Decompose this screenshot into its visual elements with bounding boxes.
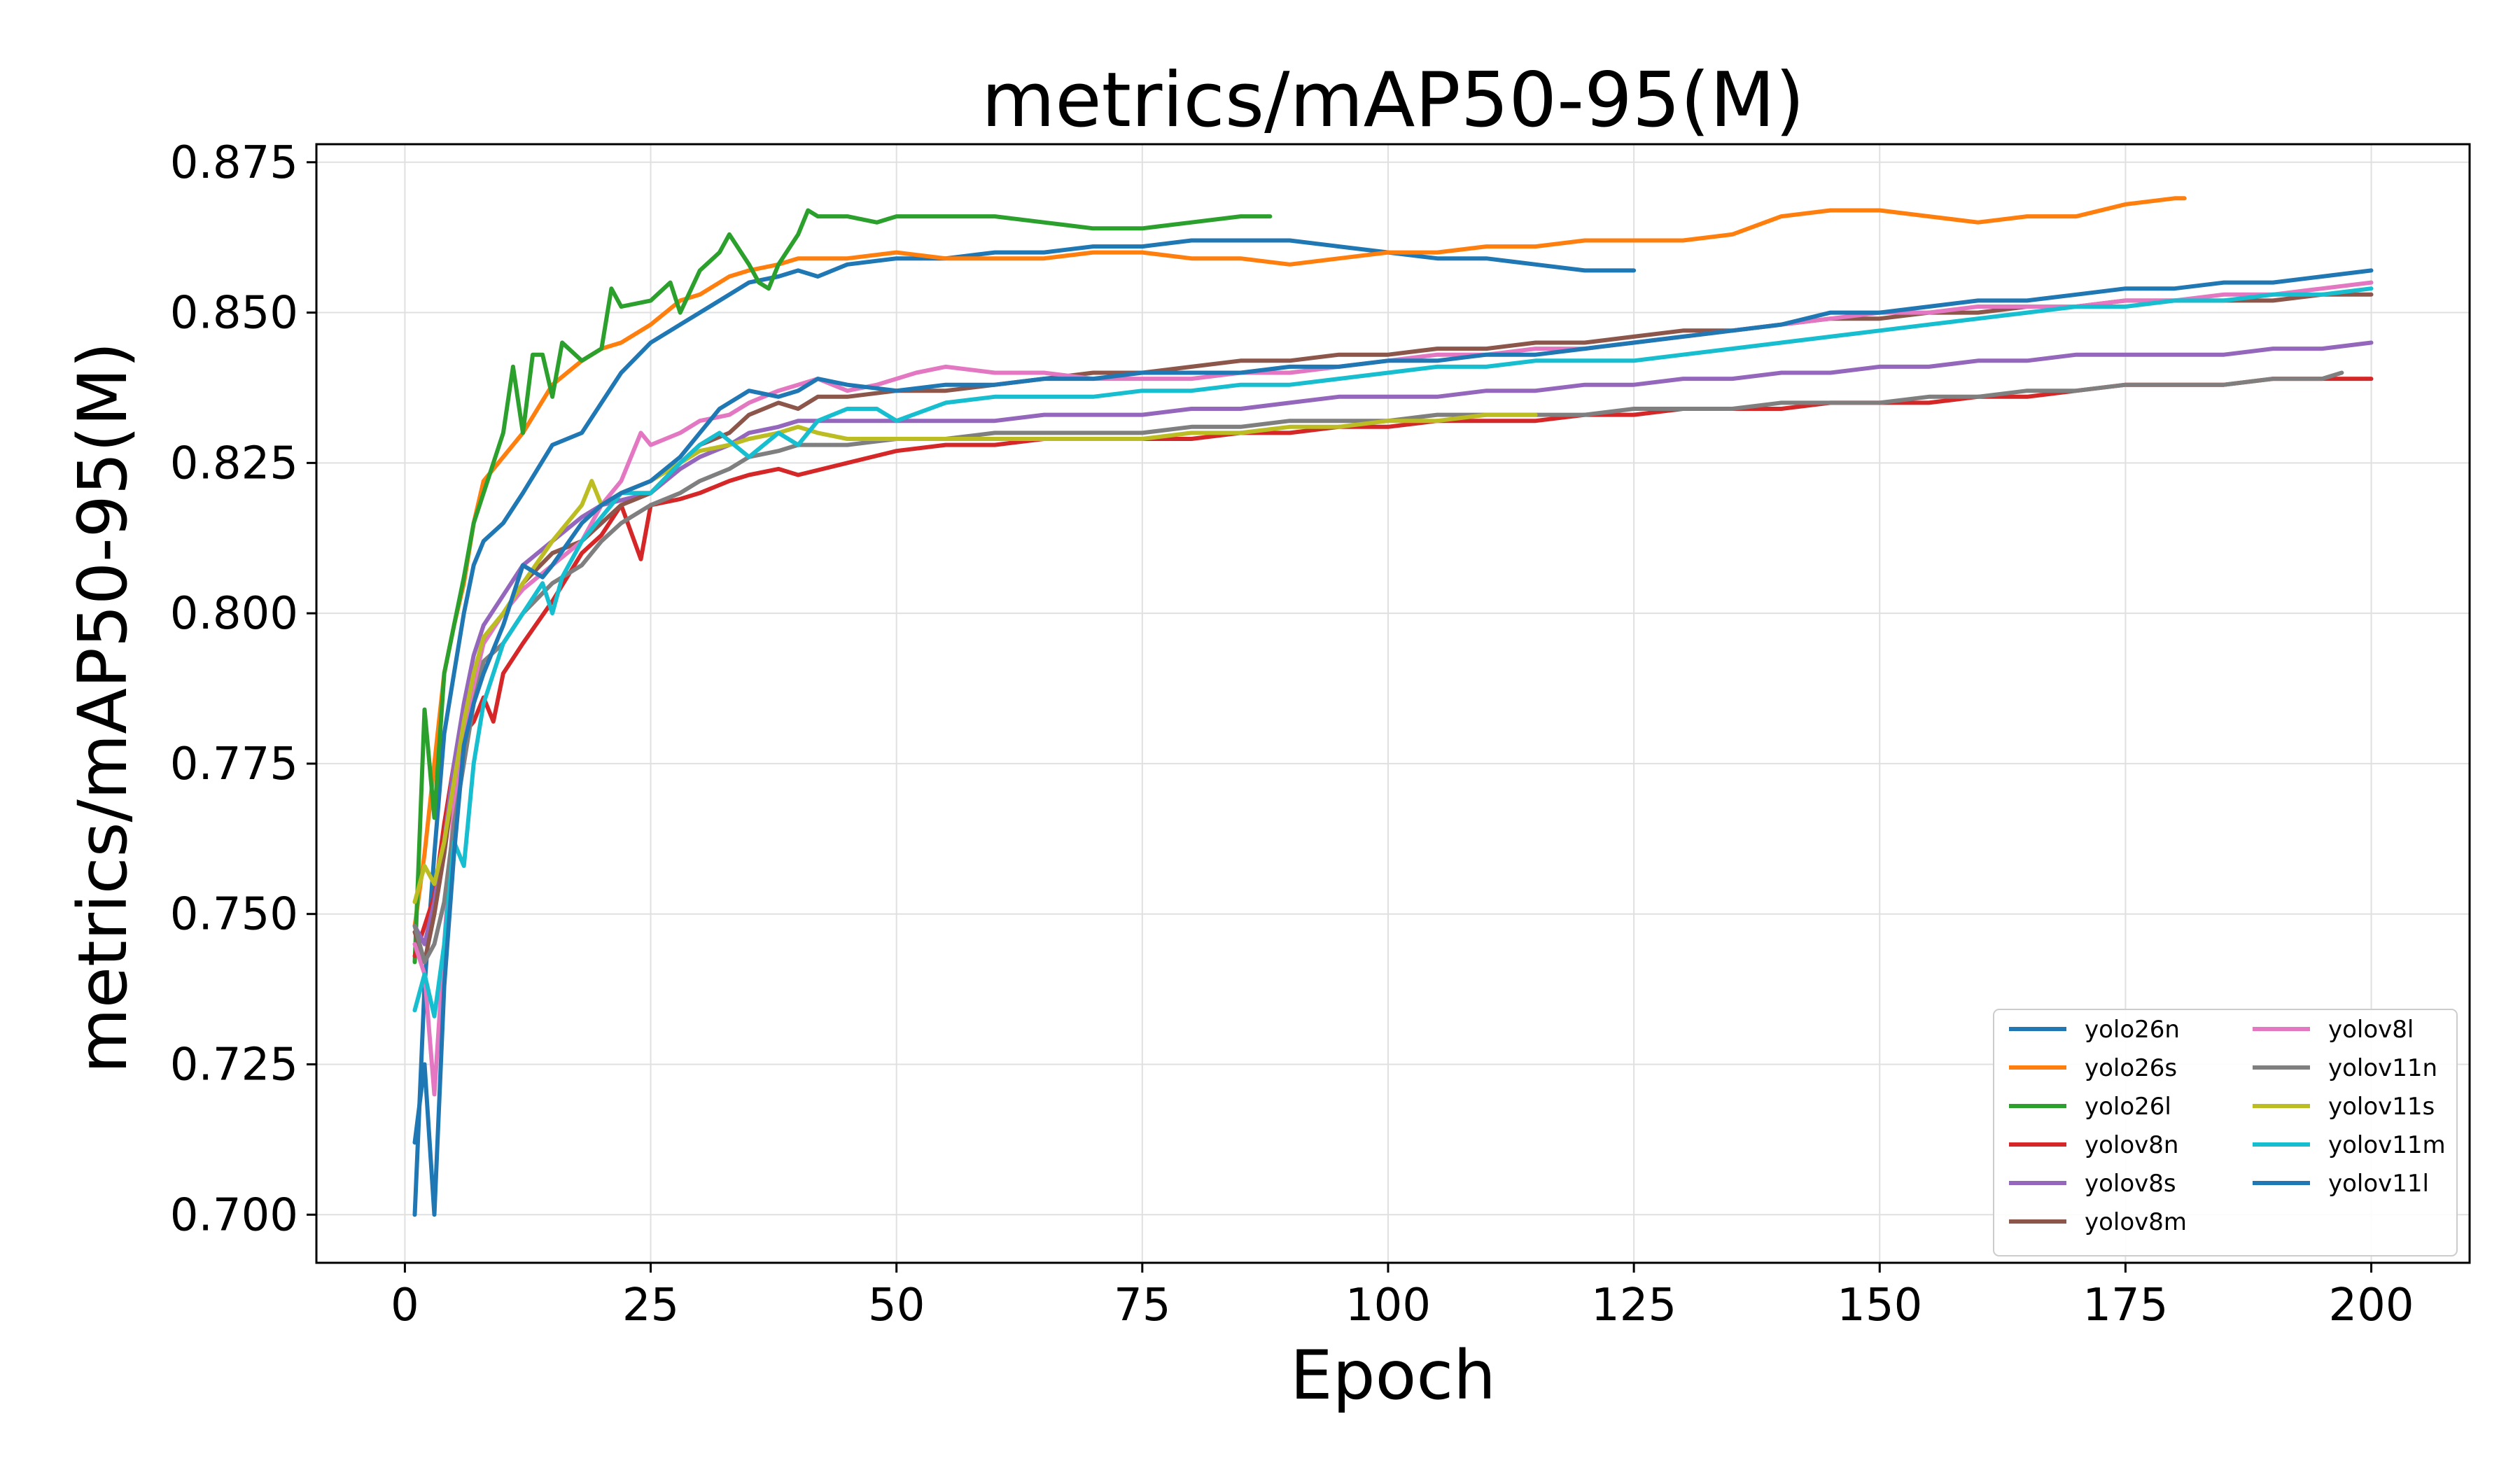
x-tick-label: 100 — [1345, 1280, 1431, 1331]
y-tick-label: 0.875 — [170, 137, 298, 189]
legend-label-yolov8l: yolov8l — [2328, 1016, 2414, 1044]
x-tick-label: 75 — [1114, 1280, 1170, 1331]
x-tick-label: 150 — [1837, 1280, 1922, 1331]
x-tick-label: 50 — [868, 1280, 925, 1331]
legend-label-yolov8s: yolov8s — [2085, 1170, 2176, 1198]
x-tick-label: 25 — [622, 1280, 679, 1331]
x-tick-label: 125 — [1591, 1280, 1676, 1331]
x-tick-label: 0 — [391, 1280, 419, 1331]
legend-label-yolov8m: yolov8m — [2085, 1208, 2187, 1236]
series-line-yolov11m — [412, 286, 2374, 1018]
y-tick-label: 0.725 — [170, 1039, 298, 1091]
y-tick-label: 0.800 — [170, 588, 298, 640]
legend-label-yolo26l: yolo26l — [2085, 1093, 2171, 1121]
y-tick-label: 0.825 — [170, 438, 298, 489]
legend-label-yolov8n: yolov8n — [2085, 1131, 2178, 1159]
legend-label-yolo26s: yolo26s — [2085, 1054, 2177, 1082]
legend-box — [1993, 1009, 2458, 1256]
series-line-yolov8l — [412, 280, 2374, 1097]
x-tick-label: 175 — [2082, 1280, 2168, 1331]
legend-label-yolov11n: yolov11n — [2328, 1054, 2437, 1082]
legend-label-yolo26n: yolo26n — [2085, 1016, 2180, 1044]
series-line-yolov11l — [412, 268, 2374, 1217]
series-lines — [412, 196, 2374, 1217]
series-line-yolo26n — [412, 238, 1637, 1217]
y-tick-label: 0.775 — [170, 738, 298, 790]
series-line-yolov11s — [412, 412, 1538, 904]
legend-label-yolov11m: yolov11m — [2328, 1131, 2446, 1159]
legend: yolo26n yolo26s yolo26l yolov8n yolov8s yolov… — [1993, 1009, 2458, 1256]
legend-label-yolov11l: yolov11l — [2328, 1170, 2429, 1198]
x-tick-label: 200 — [2328, 1280, 2414, 1331]
plot-frame — [315, 143, 2471, 1264]
chart-title: metrics/mAP50-95(M) — [981, 57, 1805, 144]
series-line-yolo26s — [412, 196, 2187, 928]
y-tick-label: 0.700 — [170, 1189, 298, 1241]
y-tick-label: 0.850 — [170, 288, 298, 340]
y-tick-label: 0.750 — [170, 889, 298, 941]
series-line-yolov8s — [412, 340, 2374, 946]
axis-ticks: 0 25 50 75 100 125 150 175 200 0.700 0.725 0.750 0.7… — [170, 137, 2414, 1331]
series-line-yolo26l — [412, 208, 1273, 965]
legend-label-yolov11s: yolov11s — [2328, 1093, 2435, 1121]
y-axis-label: metrics/mAP50-95(M) — [64, 342, 142, 1073]
x-axis-label: Epoch — [1290, 1336, 1496, 1415]
